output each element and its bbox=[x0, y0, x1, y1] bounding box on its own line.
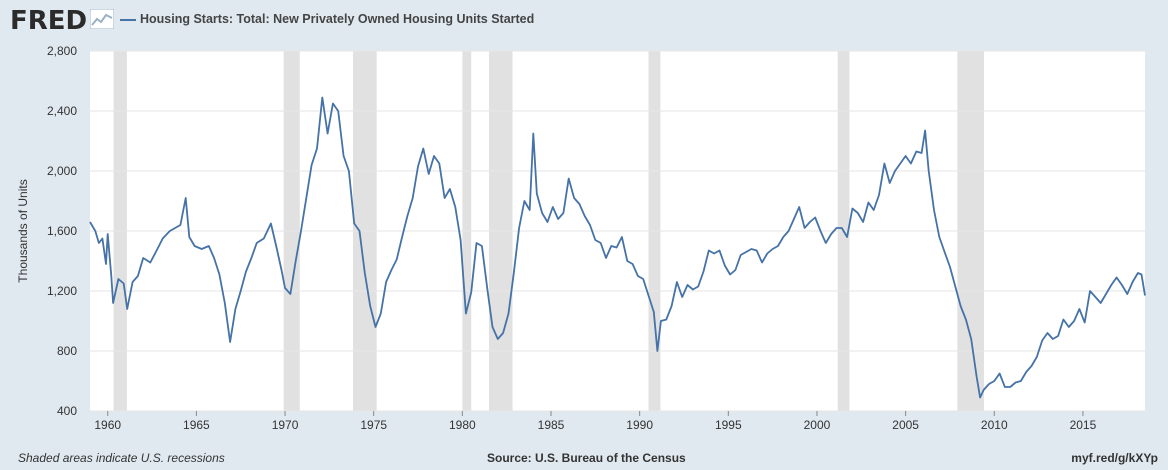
fred-chart-icon bbox=[90, 9, 114, 29]
gridlines bbox=[90, 50, 1145, 412]
x-tick-label: 1965 bbox=[183, 418, 210, 432]
y-tick-label: 1,600 bbox=[47, 224, 77, 238]
y-tick-label: 2,400 bbox=[47, 104, 77, 118]
x-tick-label: 1995 bbox=[715, 418, 742, 432]
x-tick-label: 2000 bbox=[804, 418, 831, 432]
y-axis-ticks: 400 800 1,200 1,600 2,000 2,400 2,800 bbox=[47, 44, 77, 418]
footer-short-link[interactable]: myf.red/g/kXYp bbox=[1071, 451, 1158, 465]
x-tick-label: 1970 bbox=[272, 418, 299, 432]
y-tick-label: 400 bbox=[57, 404, 77, 418]
legend-swatch bbox=[120, 19, 136, 21]
x-tick-label: 1980 bbox=[449, 418, 476, 432]
chart-header: FRED Housing Starts: Total: New Privatel… bbox=[0, 0, 1168, 40]
x-tick-label: 1960 bbox=[94, 418, 121, 432]
x-tick-label: 1985 bbox=[538, 418, 565, 432]
fred-logo[interactable]: FRED bbox=[10, 6, 88, 36]
y-tick-label: 2,000 bbox=[47, 164, 77, 178]
legend-label: Housing Starts: Total: New Privately Own… bbox=[140, 12, 535, 26]
x-tick-label: 2005 bbox=[892, 418, 919, 432]
y-tick-label: 800 bbox=[57, 344, 77, 358]
y-axis-title: Thousands of Units bbox=[16, 179, 30, 282]
y-tick-label: 2,800 bbox=[47, 44, 77, 58]
footer-source: Source: U.S. Bureau of the Census bbox=[487, 451, 686, 465]
x-axis-ticks: 1960 1965 1970 1975 1980 1985 1990 1995 2000 2005… bbox=[94, 411, 1097, 432]
x-tick-label: 2010 bbox=[981, 418, 1008, 432]
x-tick-label: 1975 bbox=[360, 418, 387, 432]
series-line-housing-starts bbox=[89, 96, 1146, 399]
x-tick-label: 1990 bbox=[626, 418, 653, 432]
y-tick-label: 1,200 bbox=[47, 284, 77, 298]
footer-recession-note: Shaded areas indicate U.S. recessions bbox=[18, 451, 225, 465]
x-tick-label: 2015 bbox=[1070, 418, 1097, 432]
